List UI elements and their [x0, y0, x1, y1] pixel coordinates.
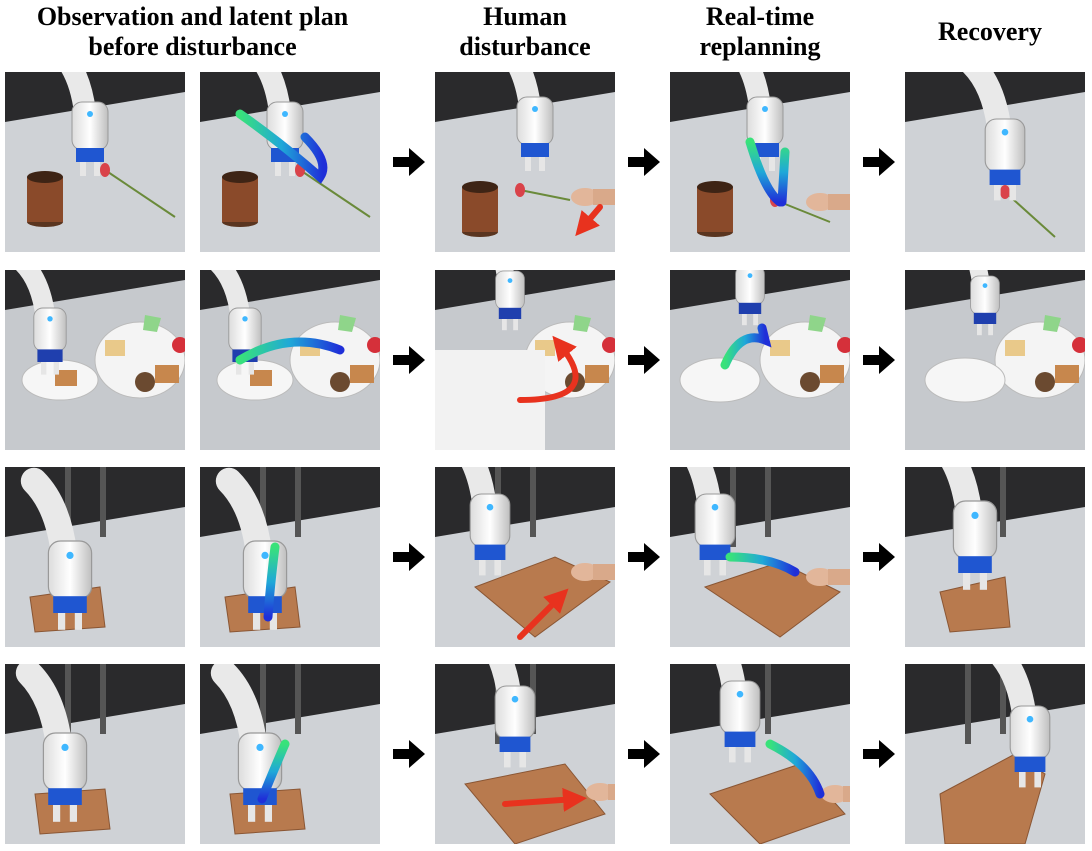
arrow-right-icon — [393, 740, 425, 768]
frame-tulip-and-cup-col5 — [905, 72, 1085, 252]
frame-tulip-and-cup-col4 — [670, 72, 850, 252]
header-observation-line2: before disturbance — [88, 32, 297, 61]
header-observation: Observation and latent plan before distu… — [0, 2, 385, 62]
header-replanning-line2: replanning — [699, 32, 821, 61]
header-replanning-line1: Real-time — [705, 2, 815, 31]
arrow-right-icon — [863, 346, 895, 374]
frame-plates-and-food-col4 — [670, 270, 850, 450]
header-disturbance: Human disturbance — [420, 2, 630, 62]
frame-plates-and-food-col3 — [435, 270, 615, 450]
header-observation-line1: Observation and latent plan — [36, 2, 349, 31]
frame-tulip-and-cup-col1 — [5, 72, 185, 252]
frame-towel-fold-a-col4 — [670, 467, 850, 647]
arrow-right-icon — [393, 543, 425, 571]
header-disturbance-line2: disturbance — [459, 32, 591, 61]
arrow-right-icon — [393, 148, 425, 176]
arrow-right-icon — [863, 740, 895, 768]
frame-tulip-and-cup-col3 — [435, 72, 615, 252]
arrow-right-icon — [628, 148, 660, 176]
frame-plates-and-food-col1 — [5, 270, 185, 450]
frame-towel-fold-a-col3 — [435, 467, 615, 647]
arrow-right-icon — [863, 148, 895, 176]
frame-towel-fold-b-col5 — [905, 664, 1085, 844]
arrow-right-icon — [628, 543, 660, 571]
header-recovery-line1: Recovery — [938, 17, 1042, 46]
header-replanning: Real-time replanning — [655, 2, 865, 62]
frame-towel-fold-b-col3 — [435, 664, 615, 844]
header-disturbance-line1: Human — [483, 2, 567, 31]
arrow-right-icon — [863, 543, 895, 571]
frame-tulip-and-cup-col2 — [200, 72, 380, 252]
arrow-right-icon — [628, 346, 660, 374]
header-recovery: Recovery — [890, 17, 1090, 47]
frame-plates-and-food-col2 — [200, 270, 380, 450]
frame-towel-fold-a-col1 — [5, 467, 185, 647]
frame-towel-fold-a-col5 — [905, 467, 1085, 647]
frame-towel-fold-b-col2 — [200, 664, 380, 844]
frame-towel-fold-b-col1 — [5, 664, 185, 844]
frame-plates-and-food-col5 — [905, 270, 1085, 450]
frame-towel-fold-a-col2 — [200, 467, 380, 647]
arrow-right-icon — [393, 346, 425, 374]
frame-towel-fold-b-col4 — [670, 664, 850, 844]
arrow-right-icon — [628, 740, 660, 768]
